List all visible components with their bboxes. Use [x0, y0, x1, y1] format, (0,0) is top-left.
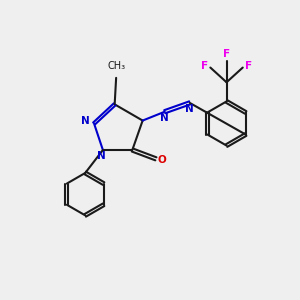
Text: O: O — [158, 155, 167, 165]
Text: F: F — [201, 61, 208, 71]
Text: F: F — [245, 61, 252, 71]
Text: N: N — [97, 152, 106, 161]
Text: N: N — [160, 113, 169, 123]
Text: CH₃: CH₃ — [107, 61, 125, 71]
Text: N: N — [81, 116, 90, 126]
Text: F: F — [223, 49, 230, 59]
Text: N: N — [185, 104, 194, 114]
